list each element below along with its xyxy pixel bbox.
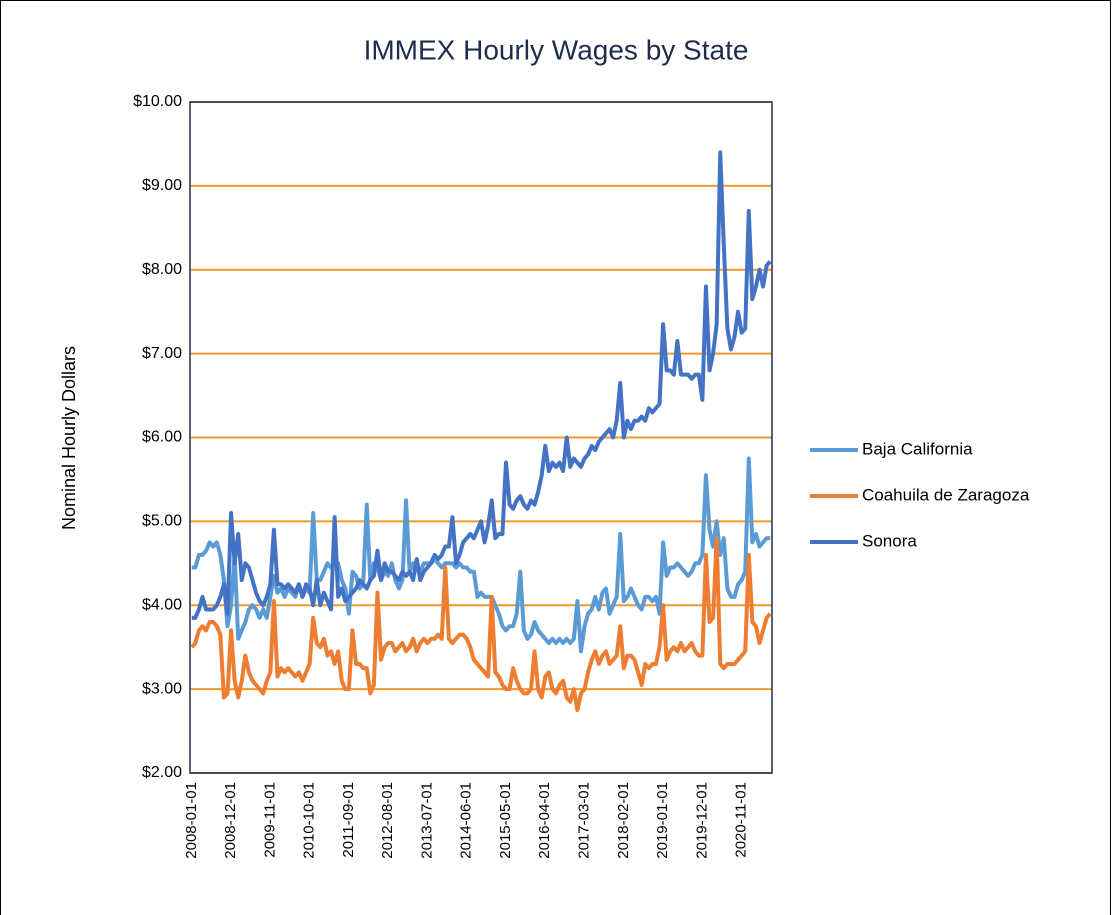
x-tick-label: 2019-01-01 <box>654 782 671 859</box>
y-tick-label: $3.00 <box>142 680 182 697</box>
x-tick-label: 2010-10-01 <box>301 782 318 859</box>
plot-border <box>189 101 773 774</box>
legend-label: Baja California <box>862 439 973 458</box>
x-tick-label: 2020-11-01 <box>733 782 750 858</box>
series-line <box>191 456 771 654</box>
x-tick-label: 2019-12-01 <box>693 782 710 859</box>
y-axis-label: Nominal Hourly Dollars <box>59 346 79 530</box>
y-tick-label: $10.00 <box>133 93 182 110</box>
x-tick-label: 2013-07-01 <box>418 782 435 859</box>
y-tick-label: $5.00 <box>142 513 182 530</box>
y-tick-label: $7.00 <box>142 345 182 362</box>
x-tick-label: 2015-05-01 <box>497 782 514 859</box>
y-tick-label: $6.00 <box>142 429 182 446</box>
legend-label: Coahuila de Zaragoza <box>862 485 1030 504</box>
series-line <box>191 150 772 620</box>
x-tick-label: 2016-04-01 <box>536 782 553 859</box>
x-tick-label: 2018-02-01 <box>615 782 632 859</box>
y-tick-label: $2.00 <box>142 764 182 781</box>
series-line <box>190 536 772 713</box>
x-tick-label: 2017-03-01 <box>576 782 593 859</box>
x-tick-label: 2009-11-01 <box>261 782 278 858</box>
x-tick-label: 2008-01-01 <box>183 782 200 859</box>
x-tick-label: 2008-12-01 <box>222 782 239 859</box>
y-tick-label: $4.00 <box>142 596 182 613</box>
y-tick-label: $9.00 <box>142 177 182 194</box>
x-tick-label: 2012-08-01 <box>379 782 396 859</box>
y-tick-label: $8.00 <box>142 261 182 278</box>
legend-label: Sonora <box>862 531 917 550</box>
x-tick-label: 2014-06-01 <box>458 782 475 859</box>
x-tick-label: 2011-09-01 <box>340 782 357 858</box>
chart-title: IMMEX Hourly Wages by State <box>364 34 749 65</box>
